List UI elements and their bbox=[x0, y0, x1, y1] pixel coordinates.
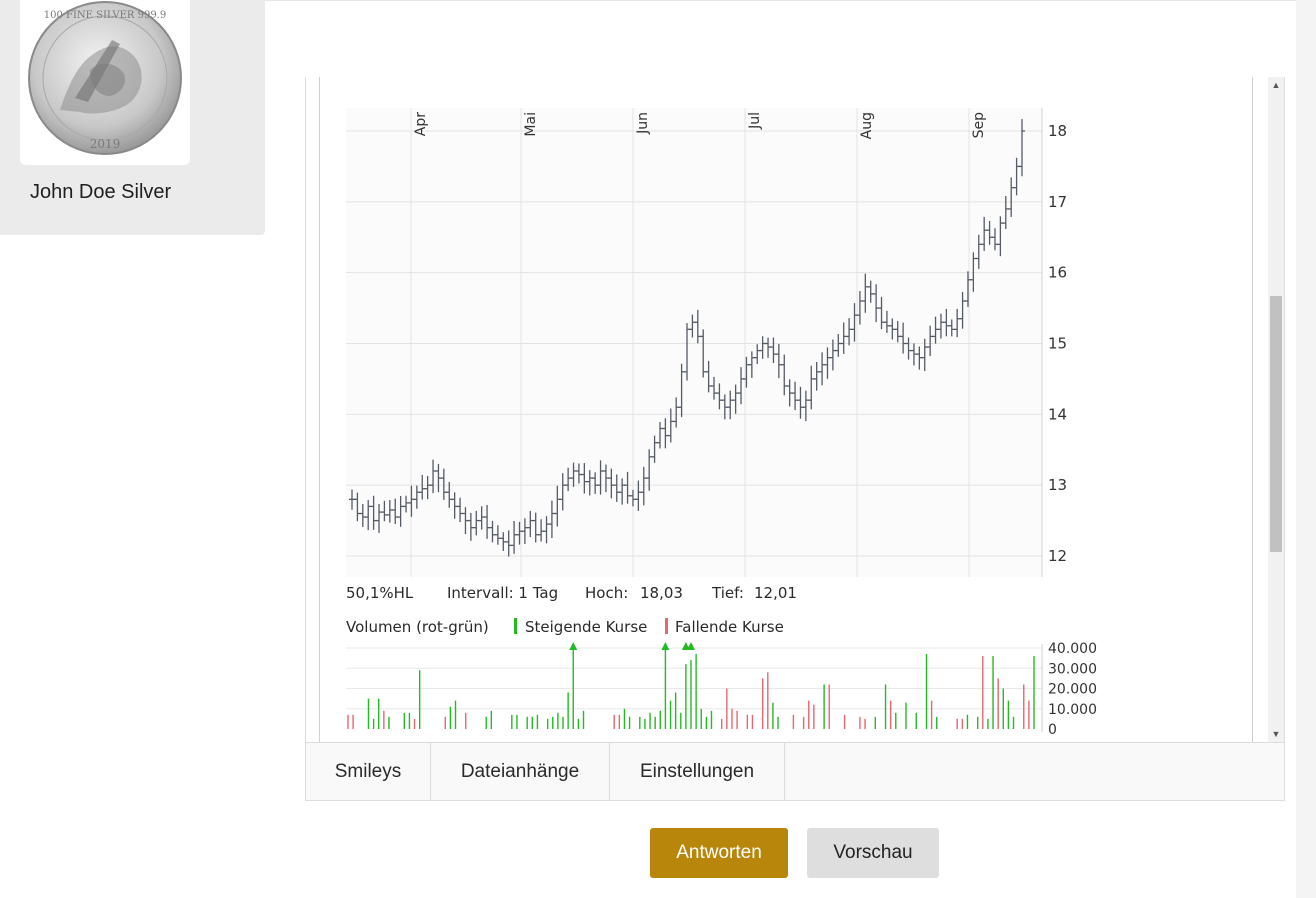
rising-legend-swatch bbox=[514, 618, 517, 634]
high-label: Hoch: bbox=[585, 584, 628, 602]
username[interactable]: John Doe Silver bbox=[30, 181, 172, 203]
page-right-rail bbox=[1296, 0, 1316, 898]
editor-tab-bar: Smileys Dateianhänge Einstellungen bbox=[306, 742, 1284, 800]
low-value: 12,01 bbox=[754, 584, 797, 602]
content-border-right bbox=[1252, 77, 1253, 742]
price-tick-label: 16 bbox=[1048, 264, 1067, 282]
month-label: Jul bbox=[747, 112, 763, 130]
range-text: 50,1%HL bbox=[346, 584, 414, 602]
volume-overflow-arrow bbox=[681, 642, 690, 650]
volume-tick-label: 10.000 bbox=[1048, 702, 1097, 718]
month-label: Apr bbox=[413, 112, 429, 136]
volume-tick-label: 40.000 bbox=[1048, 641, 1097, 657]
scroll-up-icon[interactable]: ▲ bbox=[1271, 80, 1281, 90]
falling-legend-swatch bbox=[665, 618, 668, 634]
month-label: Mai bbox=[523, 112, 539, 137]
volume-overflow-arrow bbox=[687, 642, 695, 650]
volume-tick-label: 20.000 bbox=[1048, 682, 1097, 698]
volume-overflow-arrow bbox=[569, 642, 578, 650]
low-label: Tief: bbox=[711, 584, 744, 602]
scroll-down-icon[interactable]: ▼ bbox=[1271, 729, 1281, 739]
volume-overflow-arrow bbox=[661, 642, 670, 650]
price-tick-label: 13 bbox=[1048, 476, 1067, 494]
high-value: 18,03 bbox=[640, 584, 683, 602]
tab-settings[interactable]: Einstellungen bbox=[610, 743, 785, 800]
price-tick-label: 14 bbox=[1048, 405, 1067, 423]
price-tick-label: 17 bbox=[1048, 193, 1067, 211]
volume-tick-label: 0 bbox=[1048, 722, 1057, 738]
reply-button[interactable]: Antworten bbox=[650, 828, 788, 878]
user-card: 100 FINE SILVER 999.9 2019 John Doe Silv… bbox=[0, 0, 265, 235]
price-tick-label: 18 bbox=[1048, 122, 1067, 140]
volume-tick-label: 30.000 bbox=[1048, 661, 1097, 677]
tab-smileys[interactable]: Smileys bbox=[306, 743, 431, 800]
interval-text: Intervall: 1 Tag bbox=[447, 584, 558, 602]
user-avatar[interactable]: 100 FINE SILVER 999.9 2019 bbox=[20, 0, 190, 165]
editor-scrollbar[interactable]: ▲ ▼ bbox=[1268, 77, 1284, 742]
month-label: Aug bbox=[859, 112, 875, 139]
coin-legend-text: 100 FINE SILVER 999.9 bbox=[44, 10, 167, 21]
embedded-stock-chart-image: Apr Mai Jun Jul Aug Sep 18 17 16 15 14 13 12 50,1%H… bbox=[346, 108, 1173, 738]
silver-coin-avatar-icon: 100 FINE SILVER 999.9 2019 bbox=[28, 1, 182, 155]
volume-label: Volumen (rot-grün) bbox=[346, 618, 489, 636]
month-label: Sep bbox=[971, 112, 987, 139]
preview-button[interactable]: Vorschau bbox=[807, 828, 939, 878]
top-divider bbox=[265, 0, 1316, 1]
falling-legend-text: Fallende Kurse bbox=[675, 618, 784, 636]
editor-content-area[interactable]: Apr Mai Jun Jul Aug Sep 18 17 16 15 14 13 12 50,1%H… bbox=[306, 77, 1284, 742]
coin-year-text: 2019 bbox=[90, 137, 121, 151]
content-border-left bbox=[319, 77, 320, 742]
price-tick-label: 15 bbox=[1048, 335, 1067, 353]
post-editor[interactable]: Apr Mai Jun Jul Aug Sep 18 17 16 15 14 13 12 50,1%H… bbox=[305, 77, 1285, 801]
rising-legend-text: Steigende Kurse bbox=[525, 618, 647, 636]
month-label: Jun bbox=[635, 112, 651, 135]
scroll-thumb[interactable] bbox=[1270, 296, 1282, 552]
tab-attachments[interactable]: Dateianhänge bbox=[431, 743, 610, 800]
price-tick-label: 12 bbox=[1048, 547, 1067, 565]
